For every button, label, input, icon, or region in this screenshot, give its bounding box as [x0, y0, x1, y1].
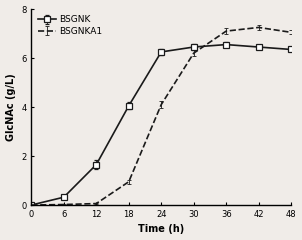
Y-axis label: GlcNAc (g/L): GlcNAc (g/L): [5, 73, 16, 141]
X-axis label: Time (h): Time (h): [138, 224, 184, 234]
Legend: BSGNK, BSGNKA1: BSGNK, BSGNKA1: [36, 14, 104, 38]
